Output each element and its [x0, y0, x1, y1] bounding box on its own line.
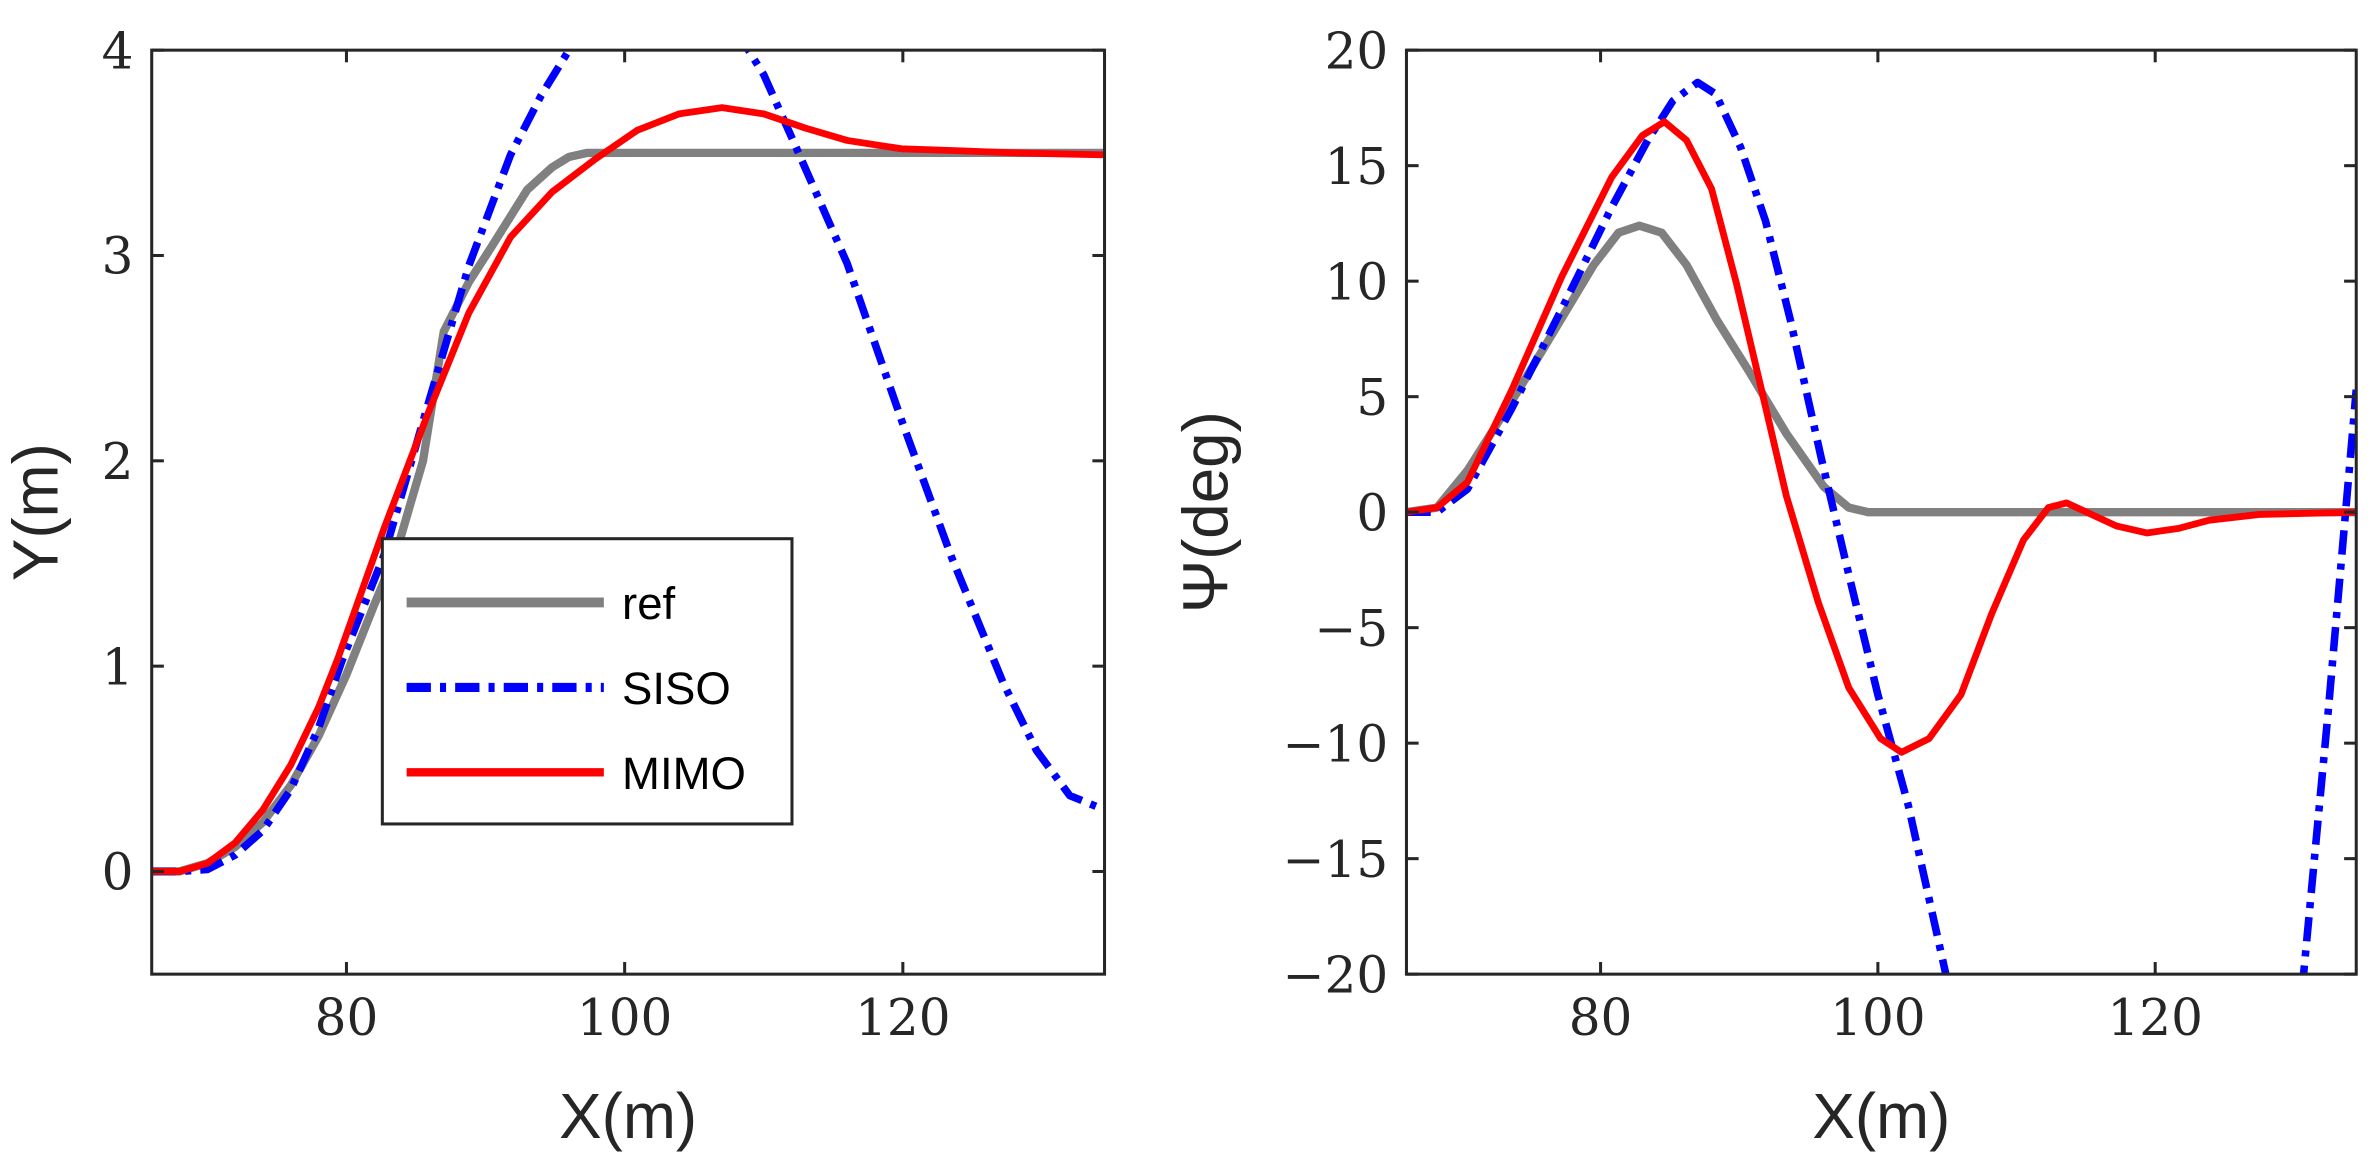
y-tick-label: −15 — [1283, 831, 1389, 889]
series-group — [1406, 78, 2357, 975]
y-tick-label: −10 — [1283, 715, 1389, 773]
heading-angle-plot: 80 100 120 −20 −15 −10 −5 0 5 10 15 20 X(m) Ψ(deg) — [1169, 22, 2358, 1152]
y-position-plot: 80 100 120 0 1 2 3 4 X(m) Y(m) — [0, 22, 1107, 1152]
series-line-mimo — [151, 104, 1105, 875]
y-tick-label: 4 — [102, 22, 134, 80]
axes-box — [150, 48, 1107, 976]
series-line-mimo — [1406, 118, 2357, 756]
y-tick-label: 10 — [1325, 253, 1389, 311]
x-tick-label: 80 — [1569, 989, 1633, 1047]
x-tick-label: 120 — [855, 989, 951, 1047]
legend-label-siso: SISO — [622, 663, 731, 714]
x-tick-label: 100 — [1830, 989, 1926, 1047]
y-tick-label: −20 — [1283, 946, 1389, 1004]
series-group — [151, 50, 1105, 876]
y-tick-label: −5 — [1314, 600, 1388, 658]
legend: ref SISO MIMO — [380, 537, 794, 826]
y-tick-label: 0 — [102, 844, 134, 902]
y-tick-label: 5 — [1356, 369, 1388, 427]
series-line-siso — [1406, 78, 2357, 975]
x-tick-label: 80 — [315, 989, 379, 1047]
legend-label-mimo: MIMO — [622, 748, 746, 799]
y-tick-label: 15 — [1325, 138, 1389, 196]
x-tick-label: 100 — [577, 989, 673, 1047]
y-tick-label: 0 — [1356, 484, 1388, 542]
x-axis-label: X(m) — [1812, 1080, 1950, 1152]
series-line-ref — [1406, 221, 2357, 517]
y-tick-label: 2 — [102, 433, 134, 491]
series-line-ref — [151, 148, 1105, 876]
y-axis-label: Ψ(deg) — [1169, 411, 1241, 613]
x-axis-label: X(m) — [559, 1080, 697, 1152]
y-tick-label: 3 — [102, 228, 134, 286]
series-line-siso — [151, 50, 1105, 876]
x-tick-label: 120 — [2107, 989, 2203, 1047]
legend-label-ref: ref — [622, 578, 675, 629]
y-tick-label: 20 — [1325, 22, 1389, 80]
y-tick-label: 1 — [102, 638, 134, 696]
y-axis-label: Y(m) — [0, 443, 72, 581]
